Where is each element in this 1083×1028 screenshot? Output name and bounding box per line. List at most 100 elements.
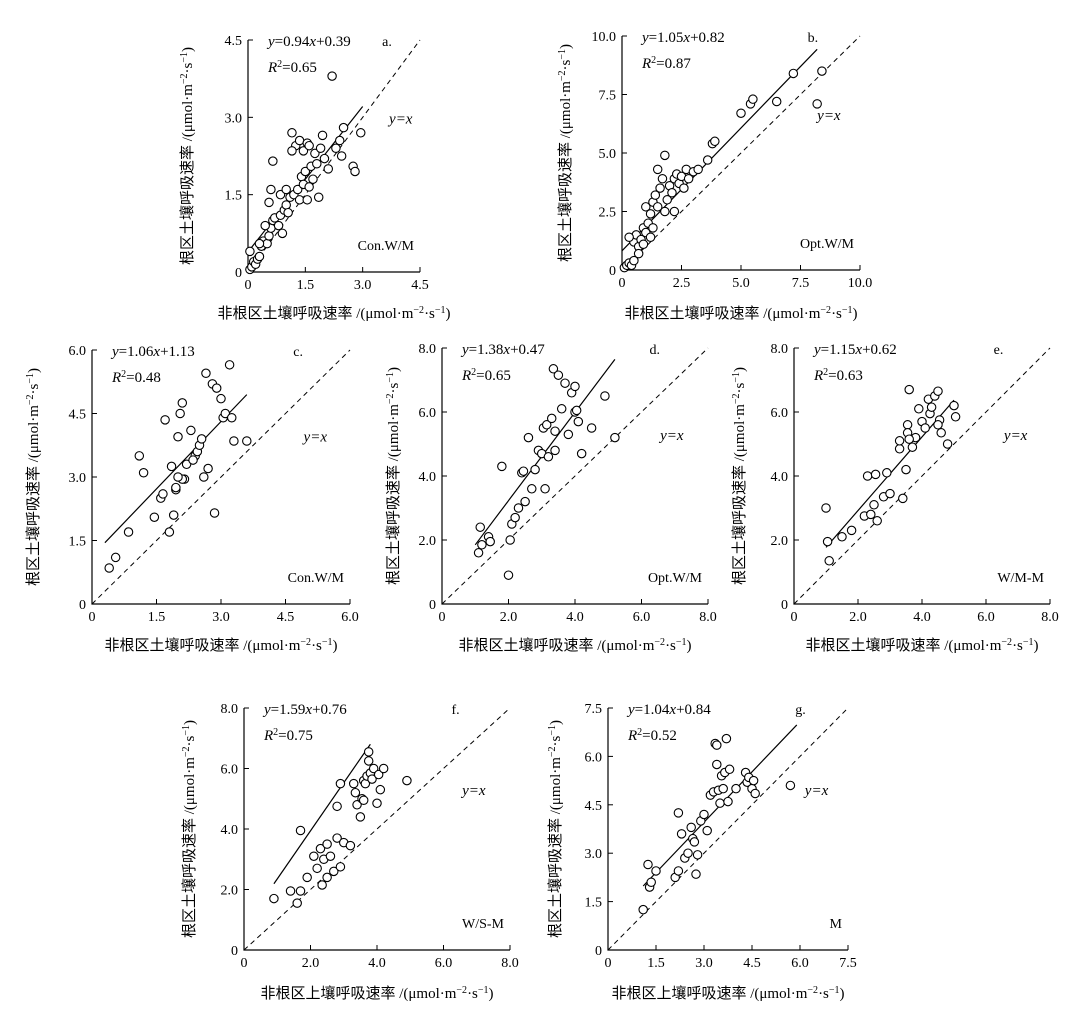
data-point: [872, 516, 882, 526]
data-point: [134, 451, 145, 461]
data-point: [315, 143, 326, 154]
data-point: [363, 747, 374, 757]
treatment-label: W/S-M: [462, 917, 505, 932]
data-point: [277, 228, 288, 239]
data-point: [254, 251, 265, 262]
data-point: [475, 522, 485, 532]
data-point: [186, 425, 196, 436]
data-point: [327, 71, 337, 81]
data-point: [181, 459, 192, 470]
data-point: [368, 763, 379, 774]
y-tick-label: 10.0: [592, 30, 617, 45]
data-point: [335, 862, 346, 872]
y-tick-label: 0: [79, 598, 86, 613]
y-tick-label: 4.0: [419, 470, 437, 485]
data-point: [227, 412, 237, 423]
data-point: [473, 548, 484, 558]
x-axis-label: 非根区上壤呼吸速率 /(μmol·m−2·s−1): [611, 984, 844, 1002]
data-point: [355, 812, 366, 822]
data-point: [104, 563, 114, 573]
data-point: [350, 787, 361, 798]
data-point: [638, 239, 649, 250]
panel-letter: e.: [994, 343, 1004, 358]
data-point: [702, 825, 712, 836]
data-point: [527, 484, 537, 494]
y-tick-label: 0: [609, 264, 616, 279]
data-point: [199, 472, 209, 482]
data-point: [712, 740, 722, 750]
data-point: [660, 150, 670, 161]
data-point: [523, 432, 534, 443]
data-point: [541, 420, 552, 430]
data-point: [350, 166, 360, 177]
y-tick-label: 4.5: [69, 408, 87, 423]
data-point: [750, 788, 760, 799]
identity-label: y=x: [460, 783, 486, 799]
panel-c: 00 1.5 1.5 3.0 3.0 4.5 4.5 6.0 6.0 y=1.06x+1.13 R2…: [24, 344, 359, 654]
x-tick-label: 0: [245, 278, 252, 293]
data-point: [712, 759, 722, 770]
r-squared: R2=0.65: [267, 59, 317, 77]
data-point: [245, 246, 255, 257]
data-point: [203, 463, 213, 474]
regression-equation: y=1.04x+0.84: [626, 702, 711, 718]
data-point: [869, 500, 879, 510]
y-tick-label: 3.0: [585, 847, 603, 862]
data-point: [138, 468, 149, 478]
data-point: [268, 156, 278, 166]
data-point: [348, 778, 359, 789]
data-point: [540, 484, 550, 494]
data-point: [920, 423, 930, 433]
data-point: [164, 527, 175, 537]
y-tick-label: 7.5: [599, 89, 617, 104]
y-tick-label: 4.0: [771, 470, 789, 485]
data-point: [669, 206, 680, 217]
data-point: [402, 775, 412, 786]
x-tick-label: 10.0: [848, 276, 873, 291]
data-point: [926, 402, 937, 412]
x-tick-label: 0: [791, 610, 798, 625]
data-point: [673, 808, 684, 818]
data-point: [216, 393, 226, 404]
data-point: [731, 783, 741, 794]
identity-line: [243, 707, 511, 951]
data-point: [530, 464, 540, 475]
r-squared: R2=0.52: [627, 727, 677, 745]
data-point: [683, 173, 694, 184]
x-tick-label: 4.5: [743, 956, 761, 971]
data-point: [332, 801, 342, 812]
x-tick-label: 1.5: [647, 956, 665, 971]
data-point: [812, 99, 822, 109]
data-point: [904, 434, 914, 444]
data-point: [553, 370, 564, 380]
data-point: [718, 783, 728, 794]
y-axis-label: 根区土壤呼吸速率 /(μmol·m−2·s−1): [730, 367, 748, 585]
data-point: [548, 364, 559, 374]
data-point: [721, 733, 732, 744]
data-point: [817, 66, 827, 76]
data-point: [269, 893, 279, 904]
data-point: [375, 784, 386, 795]
x-tick-label: 7.5: [792, 276, 810, 291]
y-axis-label: 根区土壤呼吸速率 /(μmol·m−2·s−1): [24, 368, 42, 586]
y-tick-label: 8.0: [221, 702, 239, 717]
y-tick-label: 5.0: [599, 147, 617, 162]
data-point: [188, 455, 198, 465]
data-point: [650, 190, 661, 200]
y-axis-label: 根区土壤呼吸速率 /(μmol·m−2·s−1): [180, 720, 198, 938]
data-point: [173, 472, 183, 482]
data-point: [319, 153, 330, 164]
panel-letter: b.: [808, 31, 819, 46]
data-point: [242, 436, 252, 446]
data-point: [264, 231, 274, 241]
data-point: [933, 420, 943, 430]
data-point: [641, 202, 651, 212]
data-point: [679, 183, 689, 193]
y-tick-label: 2.0: [419, 534, 437, 549]
data-point: [645, 209, 656, 219]
data-point: [904, 384, 914, 395]
identity-line: [441, 347, 709, 605]
y-tick-label: 1.5: [585, 896, 603, 911]
data-point: [510, 512, 520, 523]
